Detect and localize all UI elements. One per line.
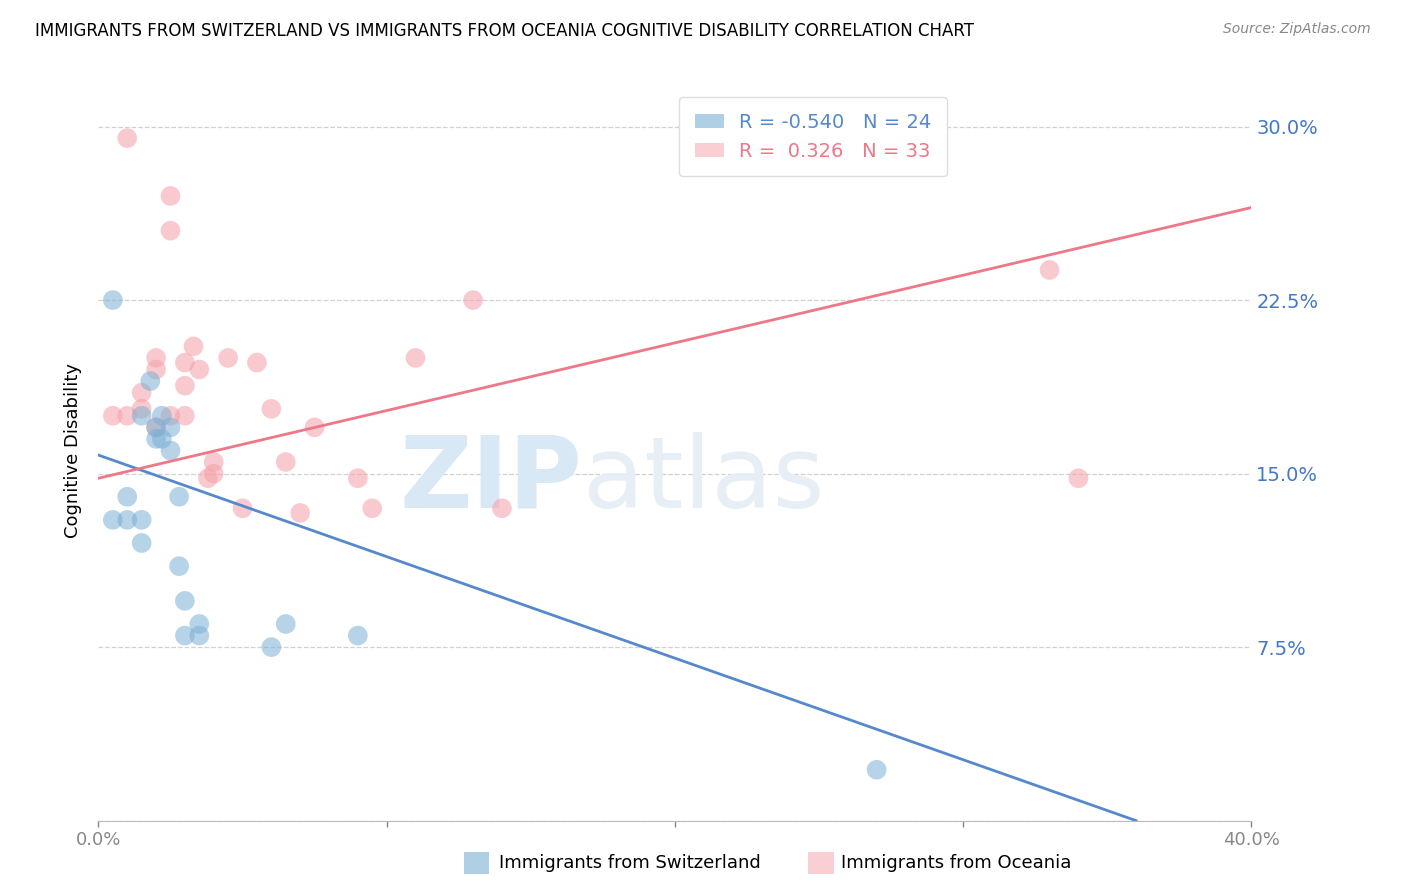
Point xyxy=(174,409,197,423)
Point xyxy=(159,189,181,203)
Point xyxy=(101,409,124,423)
Point xyxy=(131,409,153,423)
Point xyxy=(167,559,190,574)
Text: Immigrants from Switzerland: Immigrants from Switzerland xyxy=(499,854,761,872)
Point xyxy=(183,339,205,353)
Point xyxy=(197,471,219,485)
Text: ZIP: ZIP xyxy=(399,432,582,529)
Point xyxy=(202,455,225,469)
Point xyxy=(117,490,139,504)
Point xyxy=(202,467,225,481)
Legend: R = -0.540   N = 24, R =  0.326   N = 33: R = -0.540 N = 24, R = 0.326 N = 33 xyxy=(679,97,948,177)
Point xyxy=(346,628,368,642)
Point xyxy=(101,513,124,527)
Point xyxy=(1067,471,1090,485)
Point xyxy=(145,432,167,446)
Point xyxy=(117,409,139,423)
Point xyxy=(866,763,889,777)
Point xyxy=(139,374,162,388)
Point xyxy=(304,420,326,434)
Point xyxy=(174,378,197,392)
Text: IMMIGRANTS FROM SWITZERLAND VS IMMIGRANTS FROM OCEANIA COGNITIVE DISABILITY CORR: IMMIGRANTS FROM SWITZERLAND VS IMMIGRANT… xyxy=(35,22,974,40)
Point xyxy=(231,501,254,516)
Point xyxy=(188,617,211,632)
Point xyxy=(159,409,181,423)
Point xyxy=(117,513,139,527)
Point xyxy=(145,362,167,376)
Point xyxy=(150,432,173,446)
Point xyxy=(188,628,211,642)
Point xyxy=(131,536,153,550)
Point xyxy=(260,401,283,416)
Point xyxy=(159,224,181,238)
Point xyxy=(260,640,283,654)
Text: atlas: atlas xyxy=(582,432,824,529)
Point xyxy=(461,293,484,307)
Point xyxy=(188,362,211,376)
Point xyxy=(274,617,297,632)
Point xyxy=(174,594,197,608)
Point xyxy=(1039,263,1062,277)
Point xyxy=(101,293,124,307)
Point xyxy=(117,131,139,145)
Point xyxy=(274,455,297,469)
Point xyxy=(405,351,427,365)
Y-axis label: Cognitive Disability: Cognitive Disability xyxy=(63,363,82,538)
Point xyxy=(131,401,153,416)
Point xyxy=(246,355,269,369)
Point xyxy=(167,490,190,504)
Point xyxy=(174,628,197,642)
Point xyxy=(150,409,173,423)
Text: Immigrants from Oceania: Immigrants from Oceania xyxy=(841,854,1071,872)
Point xyxy=(159,443,181,458)
Point xyxy=(217,351,239,365)
Point xyxy=(346,471,368,485)
Point xyxy=(361,501,384,516)
Text: Source: ZipAtlas.com: Source: ZipAtlas.com xyxy=(1223,22,1371,37)
Point xyxy=(159,420,181,434)
Point xyxy=(491,501,513,516)
Point xyxy=(290,506,312,520)
Point xyxy=(131,385,153,400)
Point xyxy=(174,355,197,369)
Point xyxy=(145,351,167,365)
Point xyxy=(131,513,153,527)
Point xyxy=(145,420,167,434)
Point xyxy=(145,420,167,434)
